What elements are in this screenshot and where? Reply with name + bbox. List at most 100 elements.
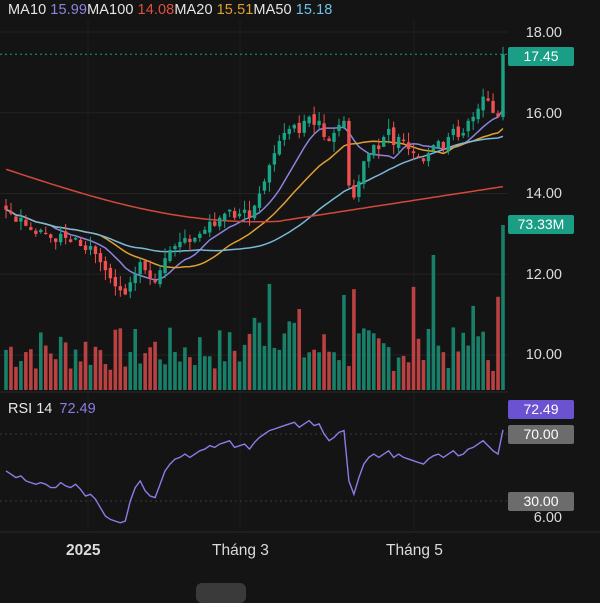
price-axis-label-16: 16.00 [525, 106, 562, 122]
volume-bar [153, 341, 157, 390]
candle-body [188, 238, 192, 242]
volume-bar [38, 332, 43, 390]
candle-body [307, 116, 311, 124]
candle-body [491, 100, 495, 113]
volume-bar [138, 363, 142, 390]
candle-body [44, 232, 48, 235]
x-axis-label-thang-5: Tháng 5 [386, 542, 443, 559]
candle-body [386, 128, 391, 135]
candle-body [362, 161, 366, 184]
volume-bar [73, 349, 78, 390]
volume-bar [297, 309, 302, 390]
volume-bar [257, 322, 262, 390]
candle-body [138, 262, 142, 275]
candle-body [426, 153, 431, 162]
volume-bar [118, 328, 123, 390]
candle-body [461, 132, 465, 136]
candle-body [367, 153, 371, 162]
volume-bar [68, 368, 73, 390]
volume-bar [491, 370, 495, 390]
rsi-value-tag: 72.49 [508, 400, 574, 419]
candle-body [272, 153, 277, 165]
candle-body [317, 120, 321, 126]
volume-bar [471, 305, 475, 390]
volume-bar [168, 327, 172, 390]
candle-body [227, 209, 232, 212]
timeframe-selected-pill[interactable] [196, 583, 246, 603]
candle-body [198, 233, 202, 239]
volume-bar [357, 333, 361, 390]
candle-body [416, 156, 421, 158]
candle-body [148, 270, 152, 279]
volume-bar [381, 343, 386, 390]
volume-bar [362, 328, 366, 390]
x-axis-label-2025: 2025 [66, 542, 101, 559]
ma100-line [5, 168, 504, 223]
volume-bar [123, 366, 128, 390]
volume-bar [34, 368, 38, 390]
volume-bar [63, 342, 68, 390]
candle-body [88, 245, 93, 250]
volume-bar [29, 349, 33, 390]
volume-bar [272, 347, 277, 390]
candle-body [287, 128, 291, 134]
volume-bar [501, 225, 505, 390]
volume-bar [431, 255, 436, 390]
volume-bar [163, 364, 167, 390]
volume-bar [386, 347, 391, 390]
candle-body [63, 231, 68, 238]
candle-body [183, 237, 187, 243]
candle-body [277, 141, 282, 155]
candle-body [232, 210, 237, 218]
candle-body [93, 246, 98, 255]
candlesticks [4, 46, 505, 299]
legend-ma100-value: 14.08 [137, 2, 175, 18]
candle-body [342, 120, 346, 128]
candle-body [103, 261, 108, 271]
candle-body [218, 217, 222, 227]
volume-bar [396, 357, 401, 390]
volume-bar [103, 364, 108, 390]
legend-ma10-value: 15.99 [50, 2, 88, 18]
candle-body [382, 136, 386, 147]
volume-bar [9, 346, 13, 390]
candle-body [163, 258, 167, 274]
volume-bar [173, 351, 177, 390]
volume-bar [302, 357, 306, 390]
volume-bar [466, 345, 471, 390]
candle-body [237, 213, 242, 217]
candle-body [431, 145, 436, 151]
candle-body [153, 280, 157, 283]
volume-bar [133, 328, 138, 390]
volume-bar [88, 364, 93, 390]
volume-bar [441, 352, 446, 390]
volume-bar [451, 327, 456, 390]
volume-bar [371, 333, 376, 390]
volume-bar [426, 328, 431, 390]
volume-bar [222, 361, 227, 390]
legend-ma20-name: MA20 [174, 2, 213, 18]
volume-bar [347, 366, 351, 390]
candle-body [486, 98, 490, 101]
volume-bar [207, 356, 212, 390]
candle-body [83, 245, 88, 251]
volume-bar [342, 295, 346, 390]
candle-body [501, 54, 505, 118]
price-axis-label-12: 12.00 [525, 267, 562, 283]
candle-body [377, 145, 381, 150]
candle-body [108, 267, 113, 279]
candle-body [208, 221, 212, 233]
candle-body [297, 122, 301, 133]
candle-body [421, 158, 426, 162]
volume-bar [247, 333, 252, 390]
volume-bar [4, 349, 8, 390]
candle-body [19, 217, 23, 222]
candle-body [411, 151, 416, 154]
volume-bar [48, 353, 53, 390]
candle-body [401, 139, 406, 142]
candle-body [292, 124, 296, 129]
rsi-upper-tag: 70.00 [508, 425, 574, 444]
volume-bars [4, 225, 505, 390]
volume-bar [24, 352, 28, 390]
